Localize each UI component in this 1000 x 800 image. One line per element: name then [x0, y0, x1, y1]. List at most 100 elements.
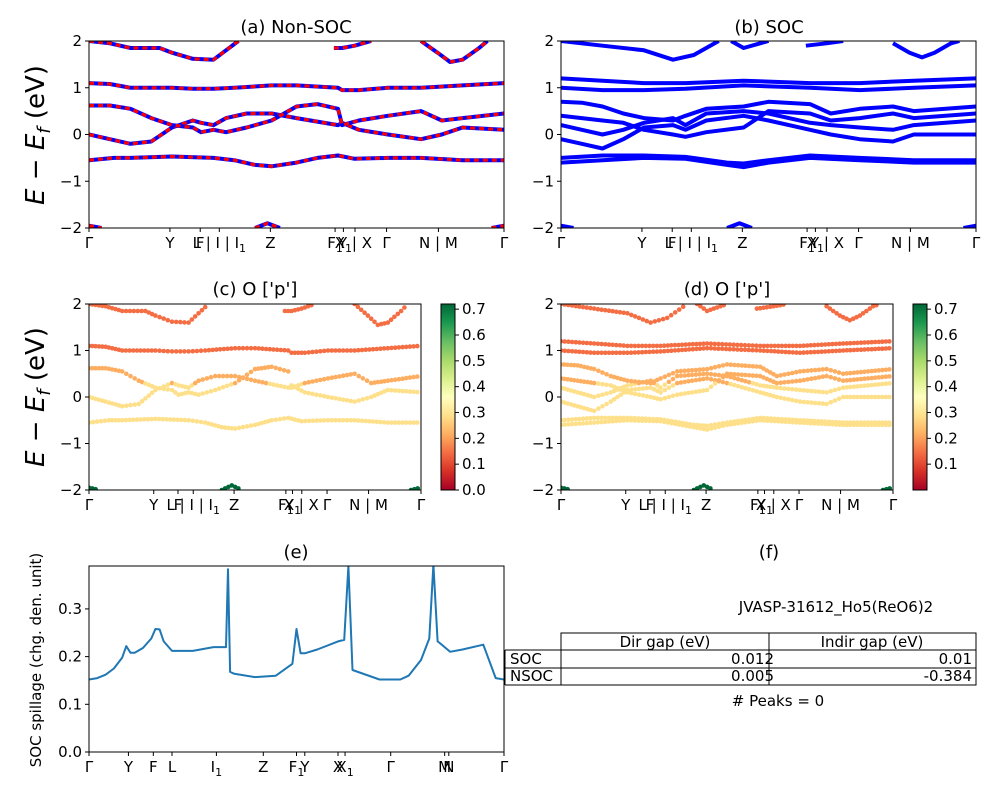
panel-c-band-point	[149, 390, 155, 396]
panel-c-band-point	[403, 375, 409, 381]
panel-d-band-point	[723, 342, 729, 347]
panel-c-band-point	[236, 378, 242, 383]
panel-d-band-point	[801, 343, 806, 349]
panel-d-band-point	[864, 308, 869, 314]
panel-d-band-point	[735, 342, 740, 348]
panel-c-band-point	[229, 346, 234, 351]
panel-d-band-point	[680, 420, 685, 426]
panel-d-band-point	[708, 365, 714, 371]
panel-c-band-point	[178, 319, 183, 325]
panel-d-band-point	[674, 369, 680, 374]
panel-d-band-point	[697, 372, 702, 377]
panel-d-band-point	[716, 346, 721, 352]
panel-c-band-point	[295, 350, 301, 356]
panel-d-band-point	[562, 339, 567, 344]
panel-c-band-point	[236, 425, 242, 431]
panel-d-band-point	[621, 310, 626, 316]
panel-c-band-point	[273, 365, 279, 371]
panel-d-band-point	[680, 304, 686, 310]
panel-d-band-point	[666, 379, 672, 385]
panel-d-band-point	[625, 390, 630, 395]
panel-c-band-point	[90, 343, 95, 349]
panel-d-band-point	[862, 383, 867, 389]
panel-b-band-line	[561, 109, 976, 139]
panel-c-band-point	[340, 397, 346, 403]
panel-c-band-point	[165, 382, 171, 388]
panel-d-band-point	[617, 350, 623, 356]
panel-c-band-point	[263, 346, 269, 352]
panel-d-band-point	[844, 394, 850, 400]
panel-c-band-point	[131, 348, 136, 353]
panel-d-band-point	[778, 395, 783, 401]
panel-d-band-point	[824, 366, 829, 372]
panel-d-band-point	[793, 378, 799, 384]
panel-c-band-point	[318, 418, 323, 423]
panel-d-band-point	[876, 394, 882, 400]
panel-d-band-point	[611, 397, 617, 402]
panel-c-band-point	[396, 420, 402, 425]
panel-d-band-point	[794, 343, 799, 349]
panel-d-band-point	[662, 382, 668, 388]
panel-a-xtick-label: Γ	[382, 234, 391, 252]
panel-c-band-point	[248, 345, 254, 351]
panel-d-band-point	[665, 343, 671, 348]
panel-c-band-point	[281, 416, 287, 421]
panel-d-band-point	[840, 385, 846, 391]
panel-c-band-point	[189, 317, 195, 322]
panel-e-xtick-label: Γ	[387, 758, 396, 776]
panel-d-band-point	[603, 350, 608, 356]
panel-d-band-point	[804, 343, 810, 348]
panel-d-band-point	[720, 341, 725, 347]
panel-c-band-point	[285, 308, 291, 314]
panel-d-band-point	[774, 394, 780, 400]
panel-d-band-point	[782, 380, 787, 385]
panel-d-band-point	[577, 421, 582, 426]
panel-d-band-point	[867, 306, 873, 311]
panel-d-band-point	[588, 305, 593, 311]
panel-d-band-point	[783, 349, 788, 355]
panel-e-xtick-label: Z	[258, 758, 268, 776]
panel-d-band-point	[643, 349, 649, 355]
panel-d-band-point	[704, 345, 710, 351]
panel-c-band-point	[403, 344, 409, 350]
panel-c-band-point	[93, 486, 98, 490]
panel-c-band-point	[128, 373, 133, 379]
panel-d-band-point	[761, 415, 767, 421]
panel-c-band-point	[289, 350, 294, 356]
panel-d-band-point	[781, 304, 786, 307]
panel-d-band-point	[786, 371, 791, 377]
panel-d-band-point	[621, 350, 626, 356]
panel-d-band-point	[883, 374, 889, 380]
panel-c-band-point	[365, 313, 371, 318]
panel-a-xtick-label: L | I | I1	[193, 234, 246, 255]
panel-d-band-point	[779, 416, 785, 422]
panel-c-band-point	[248, 423, 254, 428]
panel-c-xtick-label: F	[174, 496, 183, 514]
panel-d-band-point	[708, 377, 714, 382]
table-row-soc-indir: 0.01	[939, 650, 972, 668]
panel-d-band-point	[827, 306, 833, 311]
panel-d-band-point	[610, 419, 615, 424]
panel-d-band-point	[808, 343, 814, 348]
panel-d-xtick-label: Γ	[795, 496, 804, 514]
panel-d-band-point	[786, 417, 792, 422]
panel-d-band-point	[650, 416, 656, 422]
panel-d-band-point	[566, 339, 571, 345]
panel-c-ytick-label: −2	[60, 481, 82, 499]
panel-c-band-point	[132, 402, 137, 407]
panel-c-band-point	[318, 393, 323, 398]
panel-d-band-point	[804, 350, 810, 355]
panel-d-band-point	[754, 416, 759, 421]
panel-d-band-point	[822, 419, 828, 424]
panel-c-band-point	[106, 418, 112, 423]
panel-d-band-point	[833, 341, 839, 347]
panel-d-band-point	[812, 342, 817, 348]
panel-d-band-point	[566, 417, 571, 423]
panel-d-band-point	[793, 398, 799, 404]
panel-d-band-point	[716, 341, 721, 347]
panel-d-band-point	[735, 362, 741, 368]
panel-d-band-point	[600, 370, 605, 375]
panel-d-band-point	[591, 366, 597, 372]
panel-d-band-point	[704, 341, 710, 346]
